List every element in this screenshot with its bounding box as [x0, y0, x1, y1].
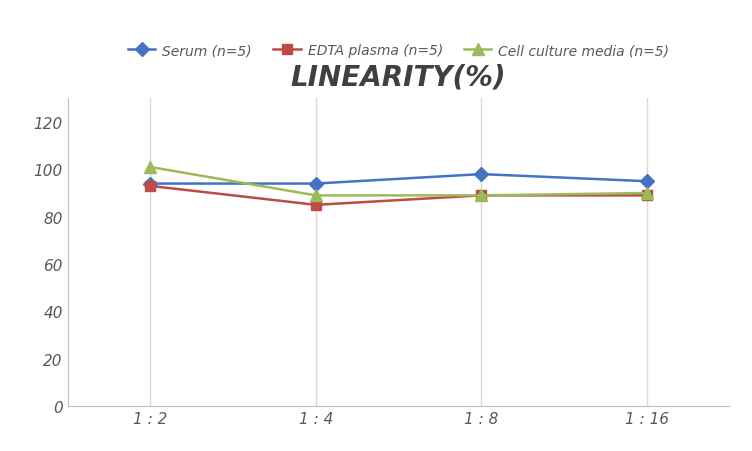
Cell culture media (n=5)	[642, 191, 651, 196]
Cell culture media (n=5)	[146, 165, 155, 170]
EDTA plasma (n=5)	[311, 202, 320, 208]
Serum (n=5)	[642, 179, 651, 184]
Legend: Serum (n=5), EDTA plasma (n=5), Cell culture media (n=5): Serum (n=5), EDTA plasma (n=5), Cell cul…	[122, 39, 675, 64]
Cell culture media (n=5)	[477, 193, 486, 198]
EDTA plasma (n=5)	[642, 193, 651, 198]
EDTA plasma (n=5)	[477, 193, 486, 198]
EDTA plasma (n=5)	[146, 184, 155, 189]
Cell culture media (n=5)	[311, 193, 320, 198]
Serum (n=5)	[146, 181, 155, 187]
Title: LINEARITY(%): LINEARITY(%)	[291, 64, 506, 92]
Line: Cell culture media (n=5): Cell culture media (n=5)	[145, 162, 652, 202]
Line: EDTA plasma (n=5): EDTA plasma (n=5)	[146, 182, 651, 210]
Line: Serum (n=5): Serum (n=5)	[146, 170, 651, 189]
Serum (n=5)	[311, 181, 320, 187]
Serum (n=5)	[477, 172, 486, 177]
